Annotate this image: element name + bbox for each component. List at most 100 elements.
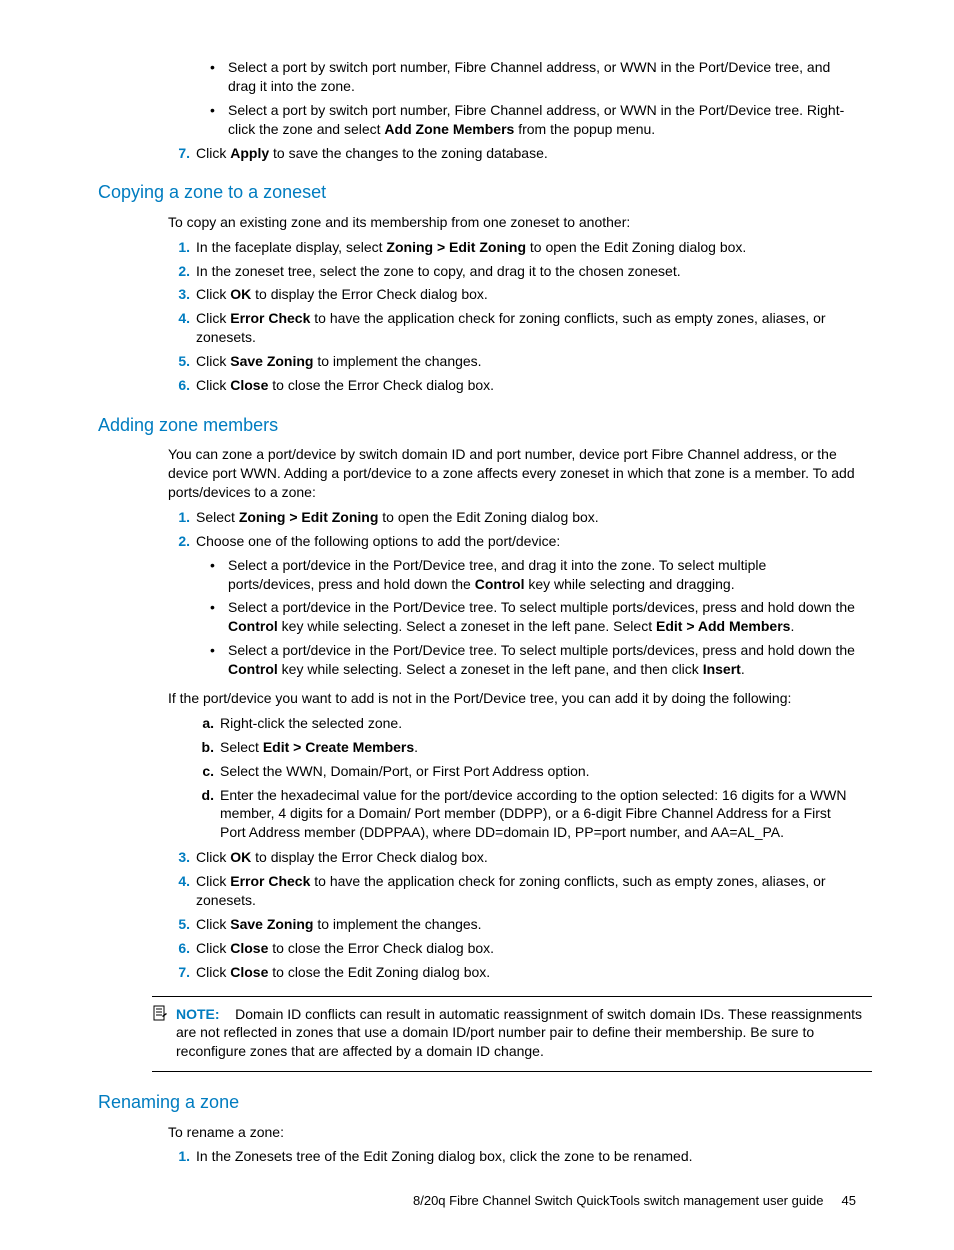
text: . [414, 739, 418, 755]
bold: Error Check [230, 873, 310, 889]
step-item: 6.Click Close to close the Error Check d… [192, 939, 856, 958]
adding-alpha-steps: a.Right-click the selected zone.b.Select… [192, 714, 856, 842]
bold: Apply [230, 145, 269, 161]
copying-steps: 1.In the faceplate display, select Zonin… [168, 238, 856, 395]
text: Select a port/device in the Port/Device … [228, 642, 855, 658]
bold: Control [228, 618, 278, 634]
step-item: 2. Choose one of the following options t… [192, 532, 856, 679]
step-item: 1. Select Zoning > Edit Zoning to open t… [192, 508, 856, 527]
step-letter: c. [192, 762, 214, 781]
adding-steps-head: 1. Select Zoning > Edit Zoning to open t… [168, 508, 856, 679]
list-item: Select a port/device in the Port/Device … [224, 641, 856, 679]
bold: Close [230, 377, 268, 393]
step-item: b.Select Edit > Create Members. [216, 738, 856, 757]
page-footer: 8/20q Fibre Channel Switch QuickTools sw… [98, 1192, 856, 1210]
text: to display the Error Check dialog box. [251, 849, 488, 865]
step-number: 4. [168, 872, 190, 891]
text: Click [196, 353, 230, 369]
heading-copying: Copying a zone to a zoneset [98, 180, 856, 204]
bold: Error Check [230, 310, 310, 326]
paragraph: You can zone a port/device by switch dom… [168, 445, 856, 502]
text: to close the Error Check dialog box. [268, 377, 494, 393]
bold: Save Zoning [230, 916, 313, 932]
text: to display the Error Check dialog box. [251, 286, 488, 302]
note-body: NOTE: Domain ID conflicts can result in … [152, 997, 872, 1072]
bold: Edit > Create Members [263, 739, 414, 755]
bold: Save Zoning [230, 353, 313, 369]
step-item: a.Right-click the selected zone. [216, 714, 856, 733]
text: to close the Edit Zoning dialog box. [268, 964, 490, 980]
step-number: 2. [168, 532, 190, 551]
step-item: 3.Click OK to display the Error Check di… [192, 285, 856, 304]
adding-steps-tail: 3. Click OK to display the Error Check di… [168, 848, 856, 981]
step-item: 7.Click Close to close the Edit Zoning d… [192, 963, 856, 982]
step-number: 1. [168, 1147, 190, 1166]
step-item: 3.Click OK to display the Error Check di… [192, 848, 856, 867]
heading-adding: Adding zone members [98, 413, 856, 437]
bold: OK [230, 849, 251, 865]
footer-title: 8/20q Fibre Channel Switch QuickTools sw… [413, 1193, 823, 1208]
bold: Insert [703, 661, 741, 677]
step-letter: b. [192, 738, 214, 757]
text: In the zoneset tree, select the zone to … [196, 263, 681, 279]
step-item: 2.In the zoneset tree, select the zone t… [192, 262, 856, 281]
bold: Control [228, 661, 278, 677]
step-item: 5.Click Save Zoning to implement the cha… [192, 915, 856, 934]
step-number: 6. [168, 939, 190, 958]
list-item: Select a port by switch port number, Fib… [192, 58, 856, 139]
text: . [741, 661, 745, 677]
bold: Control [475, 576, 525, 592]
step-number: 1. [168, 238, 190, 257]
text: to open the Edit Zoning dialog box. [526, 239, 746, 255]
step-number: 1. [168, 508, 190, 527]
rule [152, 1071, 872, 1072]
step-number: 5. [168, 915, 190, 934]
bold: Edit > Add Members [656, 618, 790, 634]
text: to implement the changes. [313, 916, 481, 932]
text: to save the changes to the zoning databa… [269, 145, 548, 161]
list-item: Select a port/device in the Port/Device … [224, 598, 856, 636]
text: Select a port by switch port number, Fib… [228, 59, 830, 94]
step-number: 3. [168, 285, 190, 304]
text: Click [196, 377, 230, 393]
step-number: 4. [168, 309, 190, 328]
text: In the Zonesets tree of the Edit Zoning … [196, 1148, 693, 1164]
page-number: 45 [842, 1193, 856, 1208]
text: to implement the changes. [313, 353, 481, 369]
text: key while selecting. Select a zoneset in… [278, 618, 656, 634]
text: Choose one of the following options to a… [196, 533, 560, 549]
text: from the popup menu. [514, 121, 655, 137]
heading-renaming: Renaming a zone [98, 1090, 856, 1114]
intro-bullets: Select a port by switch port number, Fib… [196, 58, 856, 139]
step-item: 6.Click Close to close the Error Check d… [192, 376, 856, 395]
step-letter: a. [192, 714, 214, 733]
note-icon [152, 1005, 168, 1026]
text: Click [196, 873, 230, 889]
note-text: Domain ID conflicts can result in automa… [176, 1006, 862, 1060]
bold: Add Zone Members [384, 121, 514, 137]
step-item: 5.Click Save Zoning to implement the cha… [192, 352, 856, 371]
text: Click [196, 849, 230, 865]
text: Click [196, 916, 230, 932]
paragraph: If the port/device you want to add is no… [168, 689, 856, 708]
list-item: Select a port by switch port number, Fib… [224, 58, 856, 96]
step-number: 5. [168, 352, 190, 371]
intro-step-list: Select a port by switch port number, Fib… [168, 58, 856, 162]
bold: Close [230, 940, 268, 956]
step-item: c.Select the WWN, Domain/Port, or First … [216, 762, 856, 781]
step-item: 1.In the faceplate display, select Zonin… [192, 238, 856, 257]
text: Right-click the selected zone. [220, 715, 402, 731]
step-item: 1. In the Zonesets tree of the Edit Zoni… [192, 1147, 856, 1166]
text: Click [196, 145, 230, 161]
note-block: NOTE: Domain ID conflicts can result in … [152, 996, 872, 1073]
text: In the faceplate display, select [196, 239, 386, 255]
step-item: 7. Click Apply to save the changes to th… [192, 144, 856, 163]
bold: Close [230, 964, 268, 980]
text: Select a port/device in the Port/Device … [228, 599, 855, 615]
step-item: d.Enter the hexadecimal value for the po… [216, 786, 856, 843]
text: key while selecting and dragging. [524, 576, 734, 592]
step-number: 3. [168, 848, 190, 867]
page-content: Select a port by switch port number, Fib… [168, 58, 856, 1166]
paragraph: To rename a zone: [168, 1123, 856, 1142]
text: Click [196, 286, 230, 302]
